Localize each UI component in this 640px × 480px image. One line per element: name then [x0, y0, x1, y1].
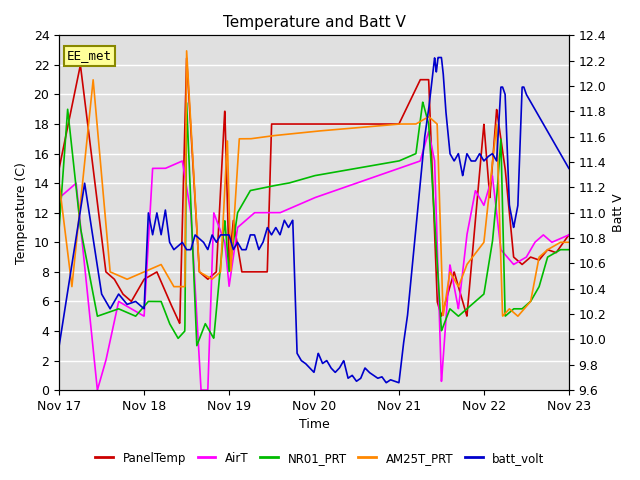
AM25T_PRT [113, 272, 121, 278]
AirT [144, 254, 152, 260]
NR01_PRT [273, 182, 281, 188]
Y-axis label: Temperature (C): Temperature (C) [15, 162, 28, 264]
Line: AirT: AirT [59, 132, 569, 390]
batt_volt [500, 89, 508, 95]
batt_volt [55, 343, 63, 348]
PanelTemp [176, 321, 184, 326]
AirT [565, 232, 573, 238]
AM25T_PRT [556, 240, 563, 246]
Line: AM25T_PRT: AM25T_PRT [59, 51, 569, 316]
batt_volt [556, 149, 563, 155]
NR01_PRT [55, 225, 63, 230]
Line: NR01_PRT: NR01_PRT [59, 102, 569, 346]
batt_volt [435, 55, 442, 60]
PanelTemp [500, 159, 508, 165]
batt_volt [273, 226, 280, 232]
PanelTemp [251, 269, 259, 275]
AM25T_PRT [565, 240, 573, 245]
AirT [273, 210, 281, 216]
Title: Temperature and Batt V: Temperature and Batt V [223, 15, 405, 30]
NR01_PRT [113, 306, 121, 312]
Line: PanelTemp: PanelTemp [59, 58, 569, 324]
AM25T_PRT [144, 267, 152, 273]
PanelTemp [144, 275, 152, 280]
NR01_PRT [193, 343, 201, 348]
Legend: PanelTemp, AirT, NR01_PRT, AM25T_PRT, batt_volt: PanelTemp, AirT, NR01_PRT, AM25T_PRT, ba… [91, 447, 549, 469]
PanelTemp [273, 121, 281, 127]
PanelTemp [183, 55, 191, 61]
NR01_PRT [500, 277, 508, 283]
NR01_PRT [565, 247, 573, 252]
PanelTemp [565, 232, 573, 238]
AM25T_PRT [251, 135, 259, 141]
PanelTemp [55, 166, 63, 171]
AM25T_PRT [514, 313, 522, 319]
AM25T_PRT [55, 180, 63, 186]
NR01_PRT [144, 300, 152, 305]
batt_volt [144, 228, 152, 234]
AirT [251, 210, 259, 216]
NR01_PRT [251, 187, 259, 192]
AM25T_PRT [500, 312, 508, 317]
batt_volt [395, 380, 403, 385]
Y-axis label: Batt V: Batt V [612, 193, 625, 232]
Text: EE_met: EE_met [67, 49, 112, 62]
NR01_PRT [419, 99, 426, 105]
PanelTemp [113, 281, 121, 287]
AirT [500, 251, 508, 256]
batt_volt [113, 293, 121, 299]
PanelTemp [556, 245, 563, 251]
AirT [197, 387, 205, 393]
AM25T_PRT [273, 132, 281, 138]
AirT [55, 195, 63, 201]
batt_volt [251, 232, 259, 238]
X-axis label: Time: Time [299, 419, 330, 432]
NR01_PRT [556, 248, 563, 253]
batt_volt [565, 166, 573, 171]
AM25T_PRT [183, 48, 191, 54]
AirT [556, 236, 563, 242]
Line: batt_volt: batt_volt [59, 58, 569, 383]
AirT [425, 129, 433, 134]
AirT [113, 305, 121, 311]
